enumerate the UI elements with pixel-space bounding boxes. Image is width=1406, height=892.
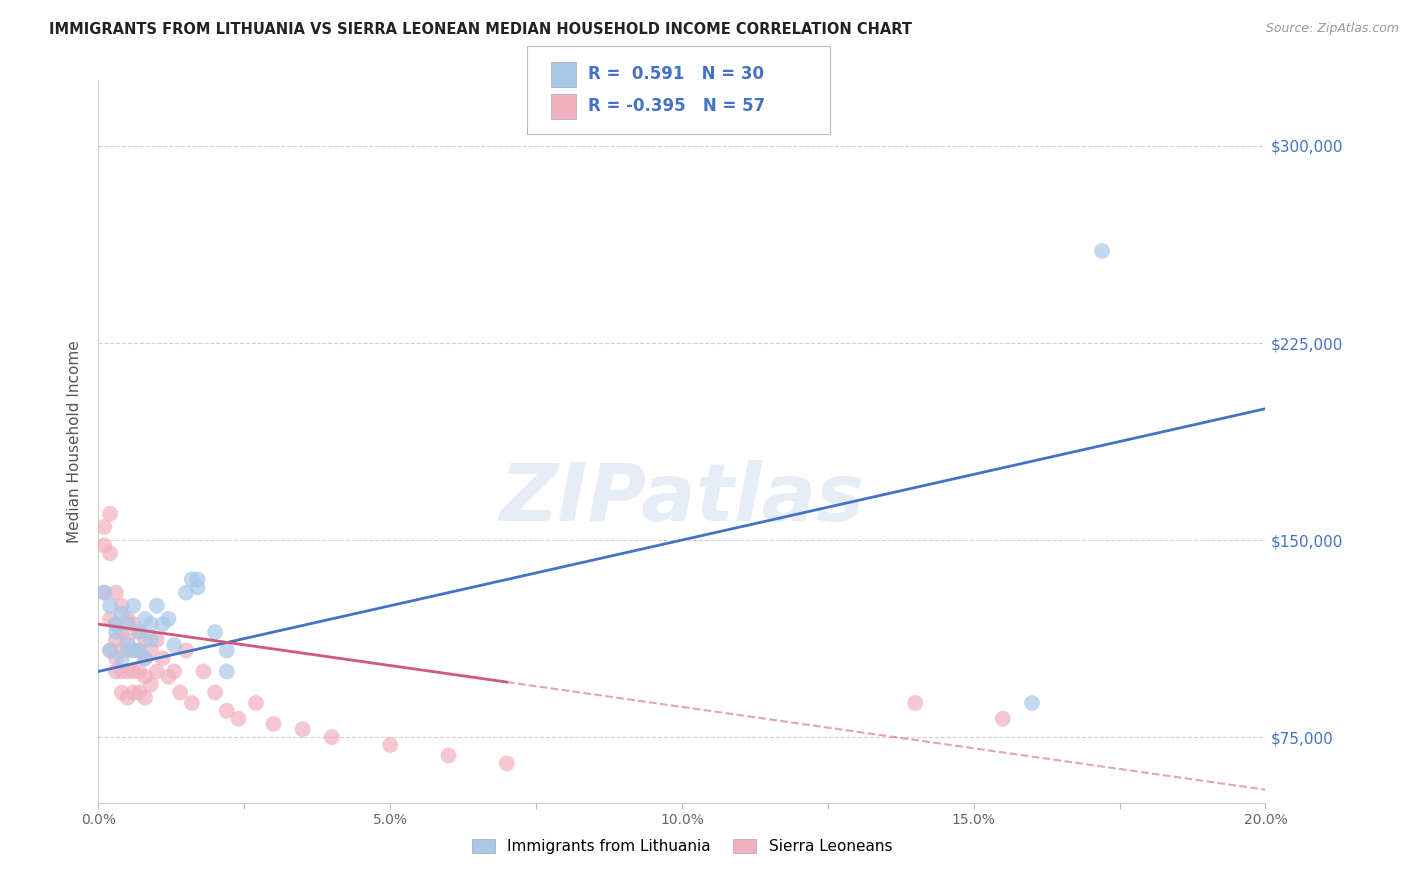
Point xyxy=(1091,244,1114,258)
Text: IMMIGRANTS FROM LITHUANIA VS SIERRA LEONEAN MEDIAN HOUSEHOLD INCOME CORRELATION : IMMIGRANTS FROM LITHUANIA VS SIERRA LEON… xyxy=(49,22,912,37)
Point xyxy=(111,607,134,621)
Point xyxy=(146,665,169,679)
Point xyxy=(122,685,145,699)
Point xyxy=(134,651,156,665)
Point xyxy=(146,632,169,647)
Point xyxy=(157,670,180,684)
Point xyxy=(262,717,284,731)
Point xyxy=(117,665,139,679)
Text: ZIPatlas: ZIPatlas xyxy=(499,460,865,539)
Point xyxy=(128,643,150,657)
Point xyxy=(98,546,121,560)
Point xyxy=(122,665,145,679)
Point xyxy=(215,704,238,718)
Point xyxy=(134,612,156,626)
Point xyxy=(1021,696,1043,710)
Point xyxy=(139,677,162,691)
Point xyxy=(111,643,134,657)
Point xyxy=(122,599,145,613)
Point xyxy=(215,665,238,679)
Point xyxy=(104,665,127,679)
Point xyxy=(122,643,145,657)
Point xyxy=(128,625,150,640)
Point xyxy=(111,685,134,699)
Point xyxy=(98,643,121,657)
Point xyxy=(93,585,115,599)
Point xyxy=(117,632,139,647)
Text: Source: ZipAtlas.com: Source: ZipAtlas.com xyxy=(1265,22,1399,36)
Point xyxy=(228,712,250,726)
Point xyxy=(117,638,139,652)
Text: R = -0.395   N = 57: R = -0.395 N = 57 xyxy=(588,97,765,115)
Point xyxy=(193,665,215,679)
Point xyxy=(117,643,139,657)
Text: R =  0.591   N = 30: R = 0.591 N = 30 xyxy=(588,65,763,83)
Point xyxy=(98,643,121,657)
Point xyxy=(152,651,174,665)
Point xyxy=(496,756,519,771)
Point xyxy=(104,617,127,632)
Point xyxy=(180,573,202,587)
Point xyxy=(437,748,460,763)
Point xyxy=(98,599,121,613)
Point xyxy=(169,685,191,699)
Point xyxy=(215,643,238,657)
Point xyxy=(134,690,156,705)
Y-axis label: Median Household Income: Median Household Income xyxy=(67,340,83,543)
Point xyxy=(163,665,186,679)
Point xyxy=(98,507,121,521)
Point xyxy=(174,643,197,657)
Point xyxy=(991,712,1014,726)
Point xyxy=(104,617,127,632)
Point xyxy=(187,573,209,587)
Point xyxy=(904,696,927,710)
Point xyxy=(104,632,127,647)
Point xyxy=(139,632,162,647)
Point xyxy=(321,730,343,744)
Point xyxy=(134,670,156,684)
Point xyxy=(93,585,115,599)
Point xyxy=(163,638,186,652)
Point xyxy=(187,580,209,594)
Point xyxy=(134,632,156,647)
Point xyxy=(139,643,162,657)
Point xyxy=(111,625,134,640)
Point xyxy=(204,625,226,640)
Point xyxy=(111,651,134,665)
Point xyxy=(128,625,150,640)
Point xyxy=(174,585,197,599)
Point xyxy=(117,617,139,632)
Point xyxy=(122,643,145,657)
Point xyxy=(111,599,134,613)
Point xyxy=(128,643,150,657)
Point xyxy=(380,738,402,752)
Point xyxy=(152,617,174,632)
Point xyxy=(128,665,150,679)
Point xyxy=(104,651,127,665)
Point xyxy=(128,685,150,699)
Point xyxy=(122,617,145,632)
Legend: Immigrants from Lithuania, Sierra Leoneans: Immigrants from Lithuania, Sierra Leonea… xyxy=(465,833,898,860)
Point xyxy=(204,685,226,699)
Point xyxy=(111,665,134,679)
Point xyxy=(104,625,127,640)
Point xyxy=(104,585,127,599)
Point xyxy=(180,696,202,710)
Point xyxy=(157,612,180,626)
Point xyxy=(245,696,267,710)
Point xyxy=(93,538,115,552)
Point xyxy=(117,690,139,705)
Point xyxy=(117,612,139,626)
Point xyxy=(93,520,115,534)
Point xyxy=(98,612,121,626)
Point xyxy=(134,651,156,665)
Point xyxy=(291,723,314,737)
Point xyxy=(139,617,162,632)
Point xyxy=(146,599,169,613)
